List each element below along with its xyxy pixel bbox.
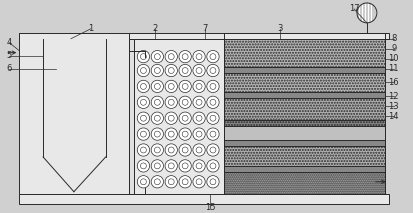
Bar: [224, 92, 385, 98]
Circle shape: [165, 96, 178, 108]
Circle shape: [151, 128, 164, 140]
Circle shape: [151, 144, 164, 156]
Circle shape: [179, 176, 191, 188]
Circle shape: [207, 144, 219, 156]
Bar: [224, 140, 385, 146]
Circle shape: [151, 160, 164, 172]
Bar: [224, 146, 385, 166]
Circle shape: [193, 128, 205, 140]
Text: 8: 8: [391, 34, 396, 43]
Circle shape: [137, 80, 150, 93]
Circle shape: [179, 128, 191, 140]
Bar: [128, 39, 135, 194]
Bar: [224, 98, 385, 120]
Text: 7: 7: [202, 24, 208, 33]
Circle shape: [137, 96, 150, 108]
Text: 11: 11: [389, 64, 399, 73]
Circle shape: [193, 64, 205, 77]
Bar: [19, 33, 128, 194]
Bar: [19, 33, 389, 39]
Circle shape: [137, 50, 150, 63]
Circle shape: [165, 144, 178, 156]
Circle shape: [207, 80, 219, 93]
Circle shape: [193, 144, 205, 156]
Circle shape: [193, 176, 205, 188]
Circle shape: [179, 96, 191, 108]
Circle shape: [179, 144, 191, 156]
Text: 1: 1: [88, 24, 93, 33]
Circle shape: [193, 80, 205, 93]
Bar: [224, 66, 385, 72]
Text: 17: 17: [349, 4, 359, 13]
Text: 4: 4: [7, 38, 12, 47]
Circle shape: [193, 160, 205, 172]
Circle shape: [165, 160, 178, 172]
Circle shape: [207, 64, 219, 77]
Text: 6: 6: [7, 64, 12, 73]
Text: 15: 15: [205, 203, 215, 212]
Circle shape: [179, 160, 191, 172]
Circle shape: [151, 64, 164, 77]
Circle shape: [193, 112, 205, 124]
Text: 14: 14: [389, 112, 399, 121]
Circle shape: [207, 176, 219, 188]
Circle shape: [165, 80, 178, 93]
Text: 3: 3: [277, 24, 282, 33]
Circle shape: [165, 64, 178, 77]
Circle shape: [193, 96, 205, 108]
Circle shape: [165, 176, 178, 188]
Bar: [224, 33, 385, 194]
Circle shape: [357, 3, 377, 23]
Circle shape: [137, 128, 150, 140]
Circle shape: [179, 112, 191, 124]
Circle shape: [151, 176, 164, 188]
Circle shape: [207, 96, 219, 108]
Text: 5: 5: [7, 51, 12, 60]
Circle shape: [137, 160, 150, 172]
Circle shape: [179, 64, 191, 77]
Circle shape: [179, 80, 191, 93]
Circle shape: [151, 80, 164, 93]
Circle shape: [151, 112, 164, 124]
Text: 13: 13: [389, 102, 399, 111]
Bar: [224, 166, 385, 172]
Circle shape: [137, 144, 150, 156]
Bar: [224, 39, 385, 66]
Bar: [19, 194, 389, 204]
Circle shape: [165, 50, 178, 63]
Circle shape: [165, 128, 178, 140]
Circle shape: [137, 64, 150, 77]
Circle shape: [137, 176, 150, 188]
Bar: [135, 39, 224, 194]
Text: 2: 2: [153, 24, 158, 33]
Text: 12: 12: [389, 92, 399, 101]
Text: 10: 10: [389, 54, 399, 63]
Bar: [224, 126, 385, 140]
Circle shape: [179, 50, 191, 63]
Circle shape: [207, 128, 219, 140]
Circle shape: [207, 160, 219, 172]
Bar: [224, 72, 385, 92]
Text: 9: 9: [391, 44, 396, 53]
Bar: [224, 120, 385, 126]
Bar: [224, 172, 385, 194]
Circle shape: [207, 50, 219, 63]
Circle shape: [165, 112, 178, 124]
Circle shape: [151, 96, 164, 108]
Circle shape: [151, 50, 164, 63]
Circle shape: [137, 112, 150, 124]
Circle shape: [207, 112, 219, 124]
Circle shape: [193, 50, 205, 63]
Text: 16: 16: [389, 78, 399, 87]
